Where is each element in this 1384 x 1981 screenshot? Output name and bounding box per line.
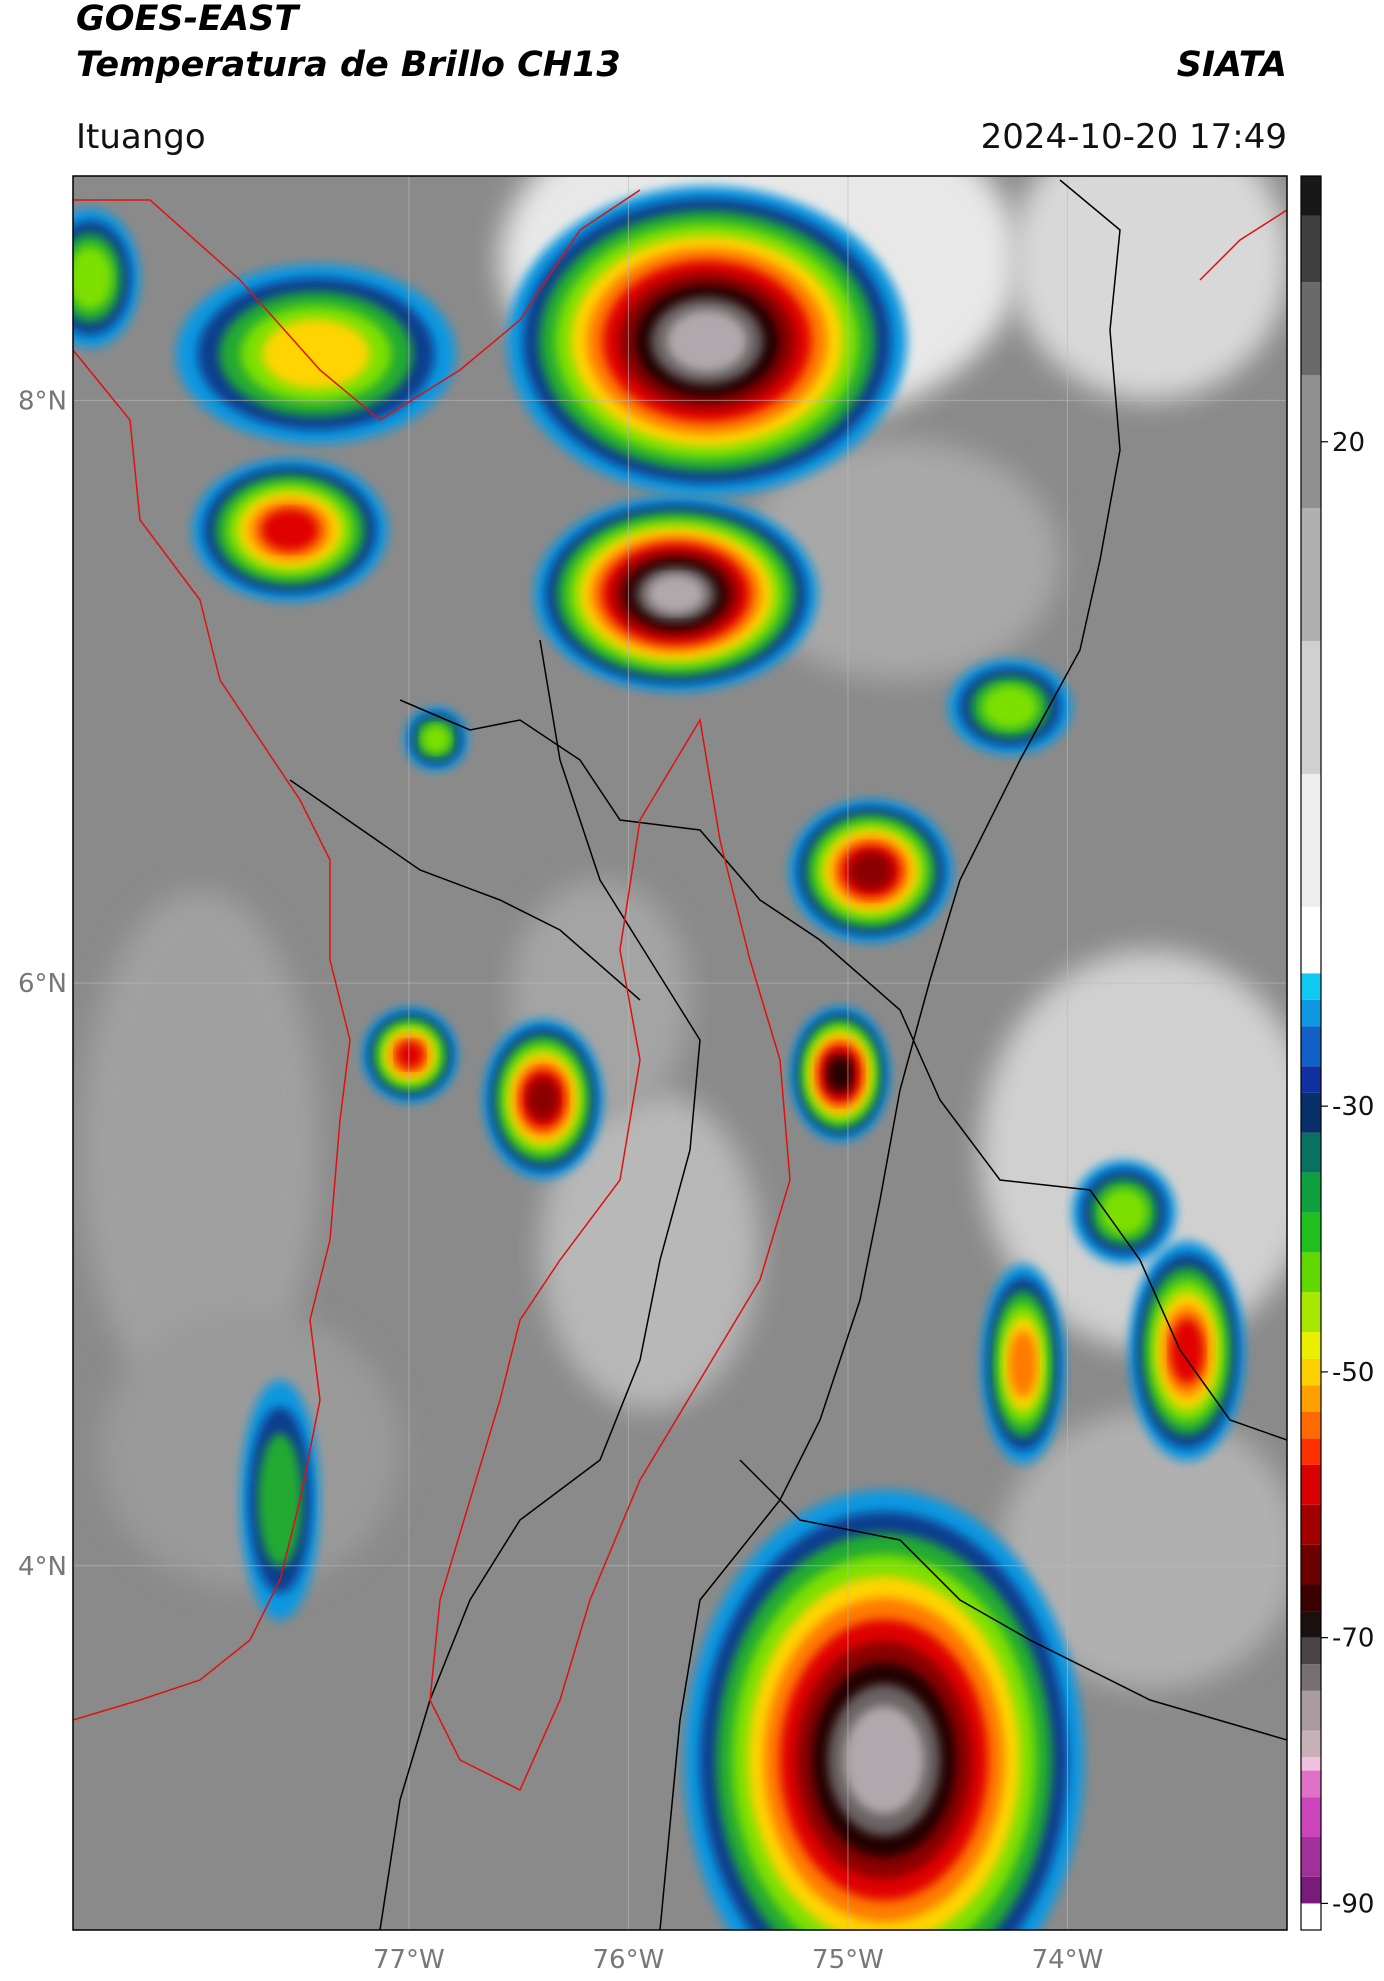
y-tick-label: 4°N	[18, 1552, 67, 1582]
cloud	[80, 890, 320, 1410]
colorbar-level	[1301, 773, 1321, 907]
cloud	[1000, 1410, 1287, 1690]
colorbar-tick-label: -70	[1332, 1624, 1374, 1654]
colorbar-level	[1301, 1504, 1321, 1545]
colorbar-level	[1301, 375, 1321, 509]
colorbar-level	[1301, 1544, 1321, 1585]
storm-cell	[844, 1706, 924, 1814]
colorbar-level	[1301, 1132, 1321, 1173]
coast-line	[73, 349, 351, 1721]
colorbar-level	[1301, 1385, 1321, 1412]
colorbar-tick-label: -30	[1332, 1092, 1374, 1122]
storm-cell	[981, 685, 1039, 729]
datetime: 2024-10-20 17:49	[981, 117, 1287, 157]
colorbar: 20 -30 -50 -70 -90	[1300, 175, 1374, 1931]
cloud-field	[73, 176, 1287, 1930]
border-line	[399, 699, 1287, 1441]
coast-line	[73, 189, 1287, 1792]
x-tick-label: 77°W	[373, 1945, 445, 1975]
colorbar-level	[1301, 1172, 1321, 1213]
cloud	[740, 440, 1060, 680]
colorbar-level	[1301, 1903, 1321, 1930]
border-line	[379, 639, 701, 1930]
colorbar-level	[1301, 1252, 1321, 1293]
colorbar-level	[1301, 1876, 1321, 1904]
borders	[289, 179, 1287, 1930]
department-line	[429, 717, 791, 1792]
colorbar-level	[1301, 1664, 1321, 1691]
colorbar-level	[1301, 1332, 1321, 1359]
colorbar-level	[1301, 1066, 1321, 1093]
colorbar-level	[1301, 973, 1321, 1000]
colorbar-level	[1301, 215, 1321, 283]
title: GOES-EAST	[76, 0, 301, 39]
x-tick-label: 74°W	[1032, 1945, 1104, 1975]
storm-cell	[849, 852, 893, 890]
coast-line	[73, 189, 641, 421]
colorbar-level	[1301, 1212, 1321, 1253]
storm-cell	[262, 319, 370, 389]
storm-cell	[257, 1433, 303, 1567]
colorbar-tick-label: -90	[1332, 1889, 1374, 1919]
storm-cell	[527, 1077, 559, 1121]
map	[73, 176, 1287, 1930]
colorbar-level	[1301, 1292, 1321, 1333]
colorbar-level	[1301, 1584, 1321, 1612]
colorbar-level	[1301, 906, 1321, 974]
storm-cell	[1169, 1318, 1205, 1384]
colorbar-level	[1301, 1757, 1321, 1771]
location: Ituango	[76, 117, 206, 157]
colorbar-level	[1301, 282, 1321, 376]
colorbar-level	[1301, 1438, 1321, 1465]
subtitle: Temperatura de Brillo CH13	[76, 45, 621, 85]
colorbar-level	[1301, 508, 1321, 642]
storm-cell	[828, 1057, 852, 1091]
cloud	[540, 1090, 760, 1410]
colorbar-level	[1301, 1770, 1321, 1798]
colorbar-level	[1301, 1797, 1321, 1837]
storm-cell	[73, 246, 113, 310]
colorbar-level	[1301, 1611, 1321, 1638]
cloud	[1010, 176, 1287, 400]
colorbar-level	[1301, 999, 1321, 1027]
storm-cell	[261, 508, 319, 552]
colorbar-level	[1301, 1637, 1321, 1665]
storm-cell	[667, 310, 747, 372]
colorbar-level	[1301, 1026, 1321, 1067]
storm-cell	[421, 724, 451, 754]
colorbar-level	[1301, 1730, 1321, 1758]
border-line	[659, 179, 1121, 1930]
storm-cell	[395, 1040, 425, 1070]
colorbar-level	[1301, 176, 1321, 216]
colorbar-level	[1301, 1358, 1321, 1386]
grid	[73, 176, 1287, 1930]
colorbar-level	[1301, 1464, 1321, 1505]
border-line	[289, 779, 641, 1001]
colorbar-level	[1301, 1836, 1321, 1877]
coast-line	[1199, 209, 1287, 281]
colorbar-level	[1301, 1690, 1321, 1731]
x-tick-label: 75°W	[812, 1945, 884, 1975]
storm-cell	[1100, 1188, 1148, 1236]
x-tick-label: 76°W	[593, 1945, 665, 1975]
storm-cell	[647, 574, 705, 614]
colorbar-level	[1301, 1092, 1321, 1133]
y-tick-label: 8°N	[18, 386, 67, 416]
cloud	[980, 950, 1287, 1350]
colorbar-level	[1301, 641, 1321, 774]
storm-cell	[1009, 1330, 1037, 1398]
colorbar-frame	[1300, 175, 1322, 1931]
map-frame	[72, 175, 1288, 1931]
source: SIATA	[1177, 45, 1287, 85]
colorbar-level	[1301, 1411, 1321, 1439]
y-tick-label: 6°N	[18, 969, 67, 999]
colorbar-tick-label: -50	[1332, 1358, 1374, 1388]
border-line	[739, 1459, 1287, 1741]
colorbar-tick-label: 20	[1332, 428, 1365, 458]
